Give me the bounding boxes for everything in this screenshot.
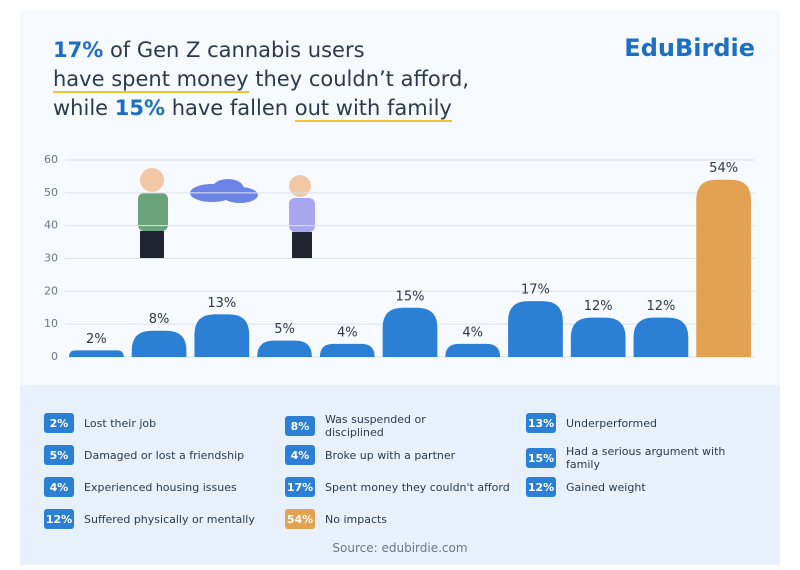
bar	[131, 330, 187, 357]
value-label: 15%	[396, 289, 425, 304]
legend-badge: 12%	[526, 477, 556, 497]
legend-label: Damaged or lost a friendship	[84, 448, 245, 462]
y-tick-label: 60	[44, 153, 58, 166]
value-label: 13%	[207, 296, 236, 311]
legend-label: Spent money they couldn't afford	[325, 480, 510, 494]
y-tick-label: 30	[44, 252, 58, 265]
legend-label: Experienced housing issues	[84, 480, 237, 494]
y-tick-label: 40	[44, 219, 58, 232]
bar	[319, 343, 375, 357]
legend-badge: 8%	[285, 416, 315, 436]
legend-item: 8% Was suspended or disciplined	[285, 413, 435, 439]
legend-label: Lost their job	[84, 416, 157, 430]
value-label: 12%	[646, 299, 675, 314]
legend-item: 17% Spent money they couldn't afford	[285, 477, 515, 497]
legend-item: 13% Underperformed	[526, 413, 756, 433]
legend-item: 15% Had a serious argument with family	[526, 445, 756, 471]
title-part: out with family	[294, 96, 452, 122]
bar	[633, 317, 689, 357]
bar	[696, 179, 751, 357]
legend-item: 5% Damaged or lost a friendship	[44, 445, 274, 465]
legend-label: No impacts	[325, 512, 388, 526]
legend-label: Was suspended or disciplined	[325, 413, 426, 439]
legend-label: Broke up with a partner	[325, 448, 456, 462]
title-part: while	[53, 96, 115, 120]
legend-badge: 54%	[285, 509, 315, 529]
title-part: of Gen Z cannabis users	[103, 38, 365, 62]
title-part: 15%	[114, 96, 166, 120]
legend-badge: 13%	[526, 413, 556, 433]
value-label: 5%	[274, 322, 295, 337]
legend-item: 4% Broke up with a partner	[285, 445, 515, 465]
bar	[194, 314, 250, 357]
legend-badge: 4%	[285, 445, 315, 465]
legend-badge: 4%	[44, 477, 74, 497]
legend-item: 2% Lost their job	[44, 413, 274, 433]
brand-logo: EduBirdie	[624, 34, 755, 62]
legend-label: Gained weight	[566, 480, 646, 494]
legend-badge: 17%	[285, 477, 315, 497]
bar	[69, 350, 124, 357]
legend-item: 4% Experienced housing issues	[44, 477, 274, 497]
legend-label: Underperformed	[566, 416, 657, 430]
illustration	[138, 168, 315, 258]
value-label: 12%	[584, 299, 613, 314]
source: Source: edubirdie.com	[332, 541, 468, 555]
legend-badge: 12%	[44, 509, 74, 529]
value-label: 2%	[86, 332, 107, 347]
chart-title: 17% of Gen Z cannabis users have spent mo…	[53, 36, 469, 123]
legend-label: Suffered physically or mentally	[84, 512, 255, 526]
value-label: 17%	[521, 283, 550, 298]
bar	[508, 301, 563, 357]
value-label: 8%	[149, 312, 170, 327]
title-part: have fallen	[165, 96, 295, 120]
title-part: they couldn’t afford,	[248, 67, 470, 91]
legend-panel	[20, 385, 780, 565]
value-label: 4%	[462, 325, 483, 340]
bar	[382, 307, 438, 357]
bar	[445, 343, 501, 357]
bar	[570, 317, 626, 357]
legend-badge: 5%	[44, 445, 74, 465]
value-label: 4%	[337, 325, 358, 340]
legend-label: Had a serious argument with family	[566, 445, 726, 471]
title-part: have spent money	[53, 67, 249, 93]
title-part: 17%	[53, 38, 104, 62]
legend-item: 54% No impacts	[285, 509, 515, 529]
bar	[257, 340, 312, 357]
legend-item: 12% Suffered physically or mentally	[44, 509, 274, 529]
y-tick-label: 0	[51, 350, 58, 363]
legend-badge: 15%	[526, 448, 556, 468]
chart: 0 10 20 30 40 50 60 2% 8% 13% 5% 4% 15% 4% 17% 12% 12% 54…	[44, 153, 755, 363]
value-label: 54%	[709, 161, 738, 176]
legend-item: 12% Gained weight	[526, 477, 756, 497]
legend-badge: 2%	[44, 413, 74, 433]
y-tick-label: 50	[44, 186, 58, 199]
y-tick-label: 10	[44, 317, 58, 330]
y-tick-label: 20	[44, 284, 58, 297]
